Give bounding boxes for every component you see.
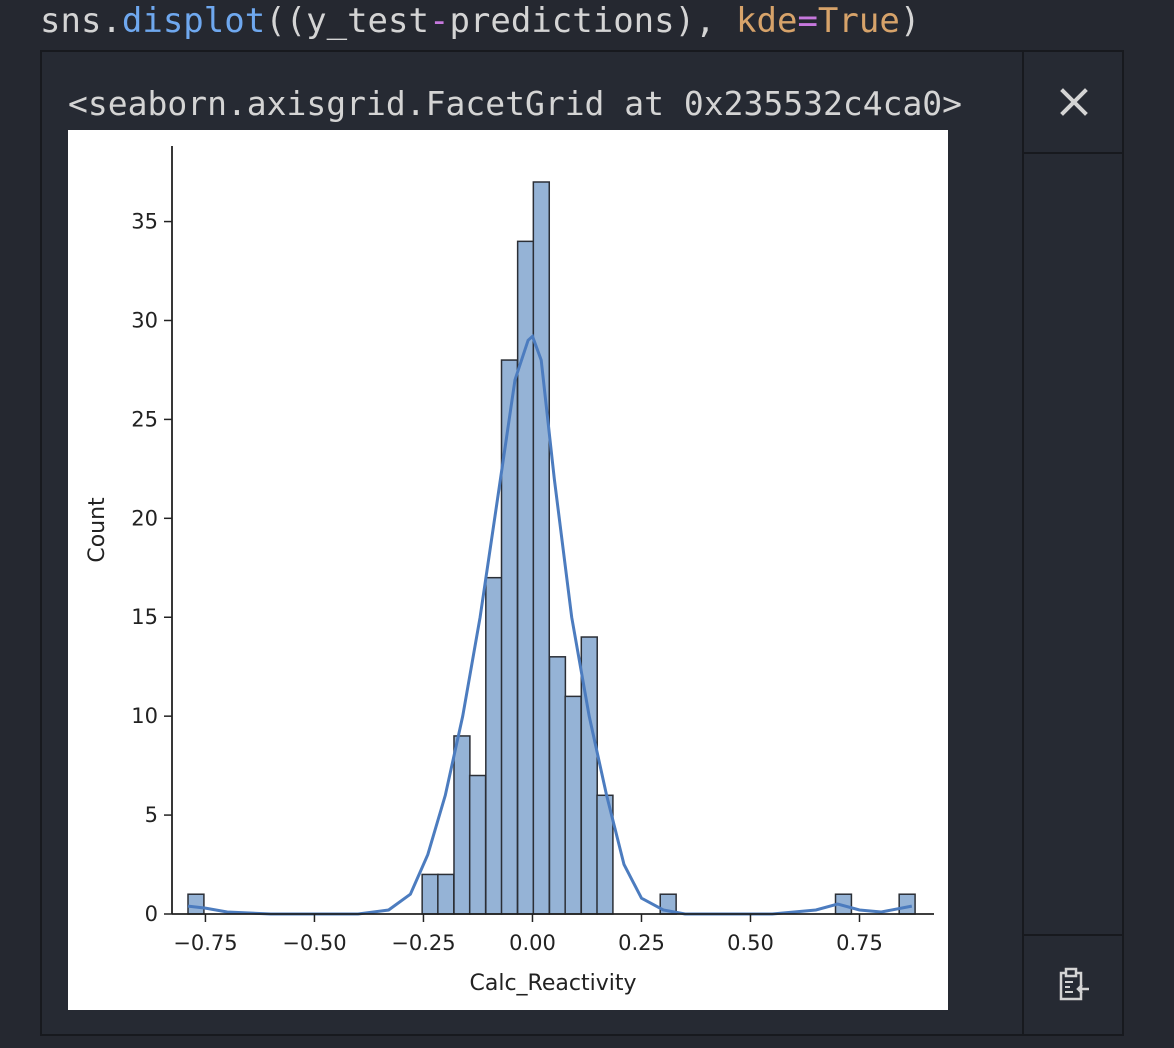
histogram-chart: 0 5 10 15 20 25 30 35 −0.75 −0.50 −0.25 0.00 0.25 0.5… — [85, 146, 934, 996]
histogram-bar-1 — [421, 873, 439, 915]
close-output-button[interactable] — [1024, 52, 1124, 154]
histogram-bar-6 — [500, 359, 519, 915]
histogram-bar-3 — [453, 735, 471, 915]
y-axis-label: Count — [85, 497, 110, 563]
histogram-bar-4 — [468, 774, 487, 915]
x-tick-label-3: 0.00 — [509, 931, 556, 955]
code-cell-input[interactable]: sns.displot((y_test-predictions), kde=Tr… — [40, 0, 920, 46]
code-close: ) — [899, 1, 921, 41]
code-equals: = — [797, 1, 818, 41]
output-repr-text: <seaborn.axisgrid.FacetGrid at 0x235532c… — [68, 84, 963, 123]
code-open: ((y_test — [265, 1, 429, 41]
code-function: displot — [121, 1, 266, 41]
histogram-bar-7 — [516, 240, 535, 915]
x-tick-label-1: −0.50 — [282, 931, 346, 955]
output-side-rail — [1024, 52, 1124, 1034]
code-value: True — [817, 1, 900, 41]
y-tick-label-7: 35 — [131, 210, 158, 234]
y-tick-label-5: 25 — [131, 407, 158, 431]
code-minus: - — [428, 1, 450, 41]
plot-image: 0 5 10 15 20 25 30 35 −0.75 −0.50 −0.25 0.00 0.25 0.5… — [68, 130, 948, 1010]
histogram-bar-10 — [564, 695, 582, 915]
histogram-bar-9 — [548, 656, 567, 915]
histogram-bar-2 — [437, 873, 455, 915]
y-tick-label-3: 15 — [131, 605, 158, 629]
x-axis-label: Calc_Reactivity — [470, 971, 637, 996]
x-tick-label-4: 0.25 — [618, 931, 665, 955]
close-icon — [1060, 88, 1088, 116]
x-tick-label-6: 0.75 — [836, 931, 883, 955]
y-tick-label-6: 30 — [131, 308, 158, 332]
code-kwarg: kde — [736, 1, 798, 41]
histogram-bar-0 — [187, 893, 205, 915]
cell-output: <seaborn.axisgrid.FacetGrid at 0x235532c… — [40, 50, 1124, 1036]
histogram-bar-5 — [485, 576, 503, 915]
code-predictions: predictions), — [449, 1, 737, 41]
y-tick-label-2: 10 — [131, 704, 158, 728]
copy-output-button[interactable] — [1024, 934, 1124, 1034]
x-tick-label-5: 0.50 — [727, 931, 774, 955]
output-area: <seaborn.axisgrid.FacetGrid at 0x235532c… — [42, 52, 1024, 1034]
histogram-bar-8 — [532, 181, 551, 915]
y-tick-label-4: 20 — [131, 506, 158, 530]
histogram-bar-15 — [898, 893, 916, 915]
code-prefix: sns. — [40, 1, 122, 41]
clipboard-copy-icon — [1059, 967, 1089, 1001]
x-tick-label-2: −0.25 — [391, 931, 455, 955]
y-tick-label-0: 0 — [145, 902, 158, 926]
x-tick-label-0: −0.75 — [173, 931, 237, 955]
y-tick-label-1: 5 — [145, 803, 158, 827]
